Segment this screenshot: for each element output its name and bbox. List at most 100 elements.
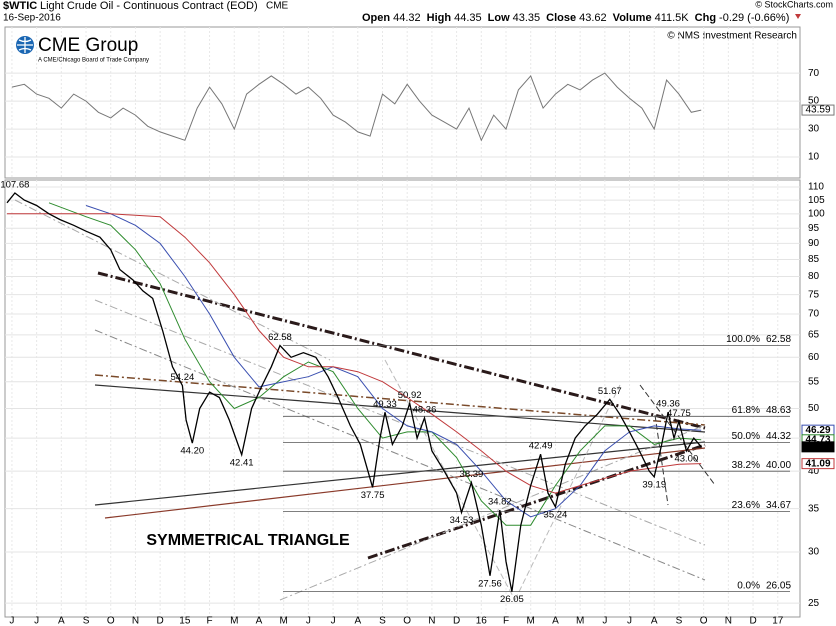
symbol: $WTIC: [3, 0, 37, 12]
x-tick-label: D: [749, 616, 756, 626]
quote-label: Close: [546, 12, 576, 24]
fib-level: 0.0%: [737, 580, 760, 591]
quote-label: Open: [362, 12, 390, 24]
trendline: [14, 199, 331, 361]
y-tick-label: 65: [808, 329, 820, 340]
trendline: [104, 447, 706, 519]
fib-level: 100.0%: [726, 334, 760, 345]
value-label: 48.36: [413, 404, 437, 415]
y-tick-label: 70: [808, 309, 820, 320]
value-label: 49.36: [656, 399, 680, 410]
quote-value: 411.5K: [655, 12, 690, 24]
logo-lines: [17, 37, 33, 53]
y-tick-label: 100: [808, 208, 825, 219]
x-tick-label: A: [58, 616, 65, 626]
moving-average: [7, 213, 702, 494]
value-label: 62.58: [268, 332, 292, 343]
x-tick-label: D: [157, 616, 164, 626]
x-tick-label: 17: [772, 616, 784, 626]
value-label: 50.92: [398, 390, 422, 401]
exchange: CME: [266, 1, 289, 12]
x-tick-label: N: [725, 616, 732, 626]
value-label: 42.41: [230, 457, 254, 468]
value-label: 26.05: [500, 594, 524, 605]
rsi-tick-label: 70: [808, 68, 820, 79]
y-tick-label: 85: [808, 254, 820, 265]
trendline: [94, 374, 706, 426]
fib-value: 48.63: [766, 405, 791, 416]
y-tick-label: 90: [808, 238, 820, 249]
x-tick-label: A: [552, 616, 559, 626]
trendline: [94, 329, 706, 581]
x-tick-label: J: [9, 616, 14, 626]
last-value-label: 41.09: [805, 458, 830, 469]
value-label: 49.33: [373, 399, 397, 410]
x-tick-label: D: [453, 616, 460, 626]
trendline: [639, 384, 716, 486]
x-tick-label: S: [676, 616, 683, 626]
x-tick-label: 16: [476, 616, 488, 626]
value-label: 37.75: [361, 490, 385, 501]
x-tick-label: J: [627, 616, 632, 626]
x-tick-label: A: [651, 616, 658, 626]
quote-value: 43.35: [513, 12, 541, 24]
x-tick-label: M: [576, 616, 584, 626]
fib-level: 38.2%: [732, 460, 760, 471]
moving-average: [48, 202, 702, 526]
lower-trendline: [367, 443, 706, 560]
price-line: [6, 192, 702, 592]
x-tick-label: S: [379, 616, 386, 626]
y-tick-label: 55: [808, 376, 820, 387]
y-tick-label: 30: [808, 547, 820, 558]
fib-level: 23.6%: [732, 500, 760, 511]
x-tick-label: J: [34, 616, 39, 626]
fib-value: 44.32: [766, 431, 791, 442]
fib-level: 50.0%: [732, 431, 760, 442]
x-tick-label: A: [256, 616, 263, 626]
value-label: 43.00: [674, 453, 698, 464]
fib-value: 26.05: [766, 580, 791, 591]
last-value-box: [801, 458, 835, 470]
fib-value: 40.00: [766, 460, 791, 471]
quote-line: Open 44.32 High 44.35 Low 43.35 Close 43.62 Volu…: [362, 12, 789, 24]
quote-value: 44.32: [393, 12, 421, 24]
value-label: 34.53: [450, 515, 474, 526]
logo-tagline: A CME/Chicago Board of Trade Company: [38, 58, 149, 64]
last-value-label: 44.73: [805, 434, 830, 445]
x-tick-label: N: [132, 616, 139, 626]
quote-label: Volume: [613, 12, 652, 24]
x-tick-label: M: [230, 616, 238, 626]
x-tick-label: 15: [179, 616, 191, 626]
rsi-panel: [4, 26, 801, 179]
quote-label: Chg: [695, 12, 716, 24]
x-tick-label: S: [83, 616, 90, 626]
x-tick-label: O: [403, 616, 411, 626]
x-tick-label: M: [527, 616, 535, 626]
pattern-annotation: SYMMETRICAL TRIANGLE: [146, 532, 350, 549]
value-label: 39.19: [642, 479, 666, 490]
y-tick-label: 25: [808, 598, 820, 609]
rsi-tick-label: 10: [808, 152, 820, 163]
rsi-last-box: [801, 104, 835, 116]
y-tick-label: 40: [808, 466, 820, 477]
grid: J J A S O N D 15 F M A M J J A S O N D 16 F M A M J J A S O N D 17 25 30 3…: [5, 27, 825, 626]
down-arrow: [795, 14, 801, 19]
trendline: [384, 359, 516, 601]
rsi-tick-label: 30: [808, 124, 820, 135]
value-label: 35.24: [544, 509, 568, 520]
x-tick-label: O: [700, 616, 708, 626]
trendline: [654, 414, 669, 506]
value-label: 34.82: [488, 497, 512, 508]
logo-text: CME Group: [38, 35, 138, 56]
logo: CME Group A CME/Chicago Board of Trade C…: [16, 35, 149, 64]
rsi-line: [11, 72, 702, 142]
quote-label: Low: [488, 12, 510, 24]
quote-value: 44.35: [454, 12, 482, 24]
value-label: 42.49: [529, 441, 553, 452]
x-tick-label: J: [306, 616, 311, 626]
fib-value: 62.58: [766, 334, 791, 345]
last-value-label: 46.29: [805, 425, 830, 436]
